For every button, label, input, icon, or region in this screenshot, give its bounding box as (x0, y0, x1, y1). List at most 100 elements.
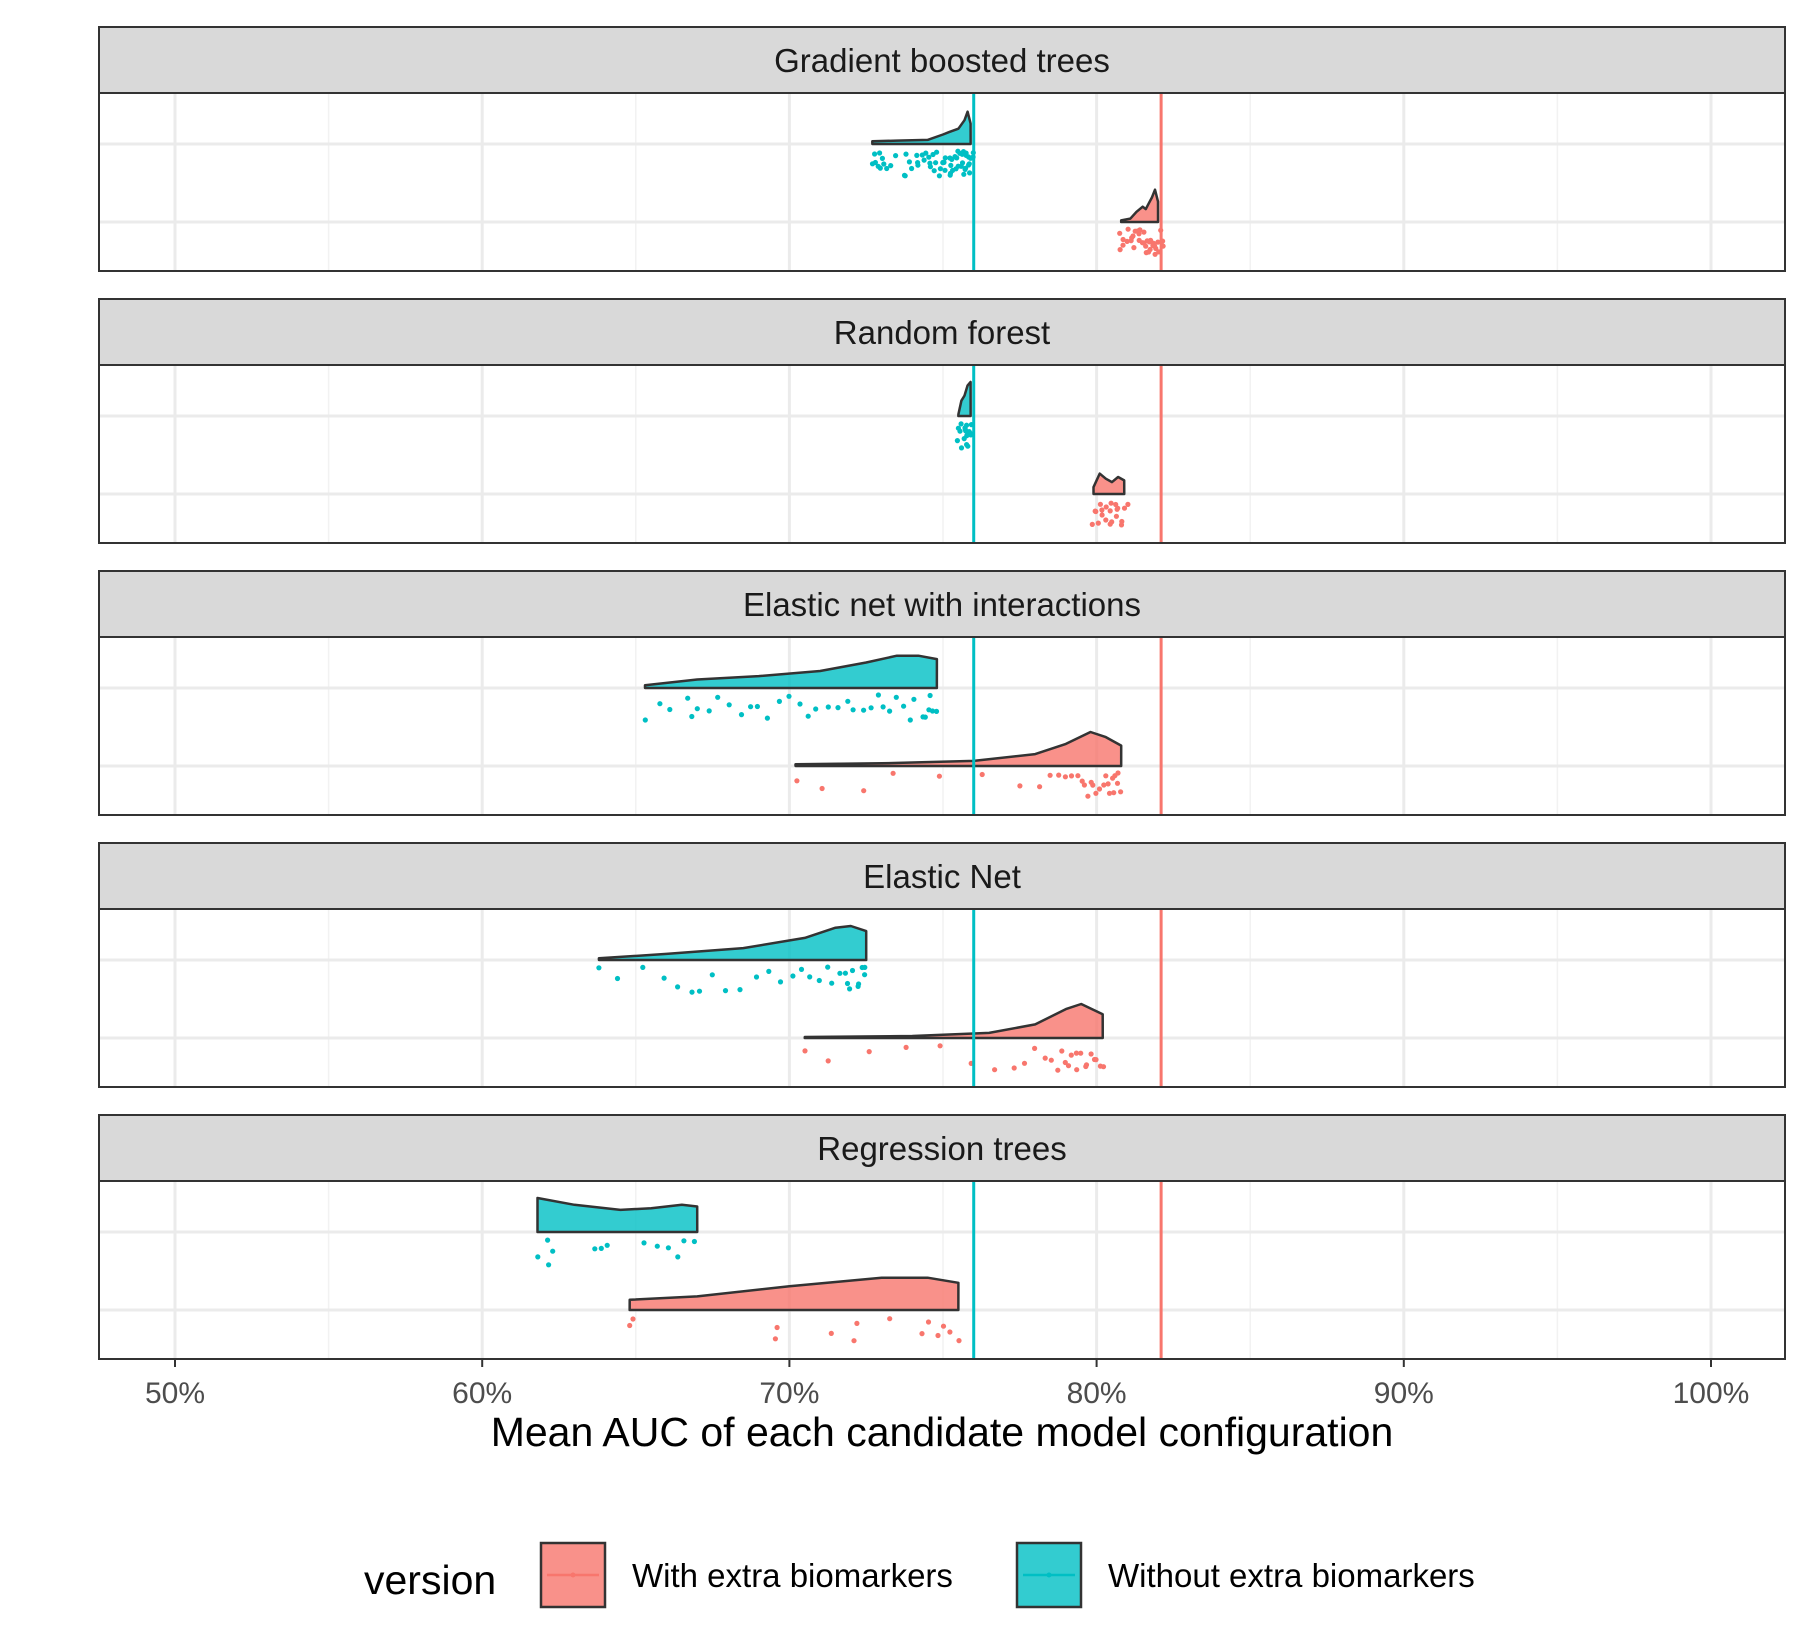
panel-border (98, 364, 1786, 544)
legend-key-point (1046, 1572, 1052, 1578)
data-point (715, 694, 721, 700)
density-shape (1119, 188, 1160, 224)
facet-strip-label: Elastic net with interactions (743, 586, 1141, 623)
data-point (1131, 245, 1137, 251)
data-point (706, 708, 712, 714)
data-point (657, 701, 663, 707)
data-point (794, 778, 800, 784)
data-point (1093, 790, 1099, 796)
data-point (1108, 500, 1114, 506)
data-point (966, 161, 972, 167)
data-point (934, 149, 940, 155)
data-point (694, 706, 700, 712)
data-point (825, 704, 831, 710)
data-point (546, 1262, 552, 1268)
density-shape (871, 110, 972, 146)
group-without-extra-biomarkers (535, 1196, 699, 1268)
data-point (942, 167, 948, 173)
data-point (961, 171, 967, 177)
data-point (948, 162, 954, 168)
data-point (921, 157, 927, 163)
data-point (1097, 501, 1103, 507)
data-point (819, 785, 825, 792)
data-point (872, 159, 879, 166)
data-point (887, 1316, 893, 1322)
data-point (1107, 508, 1113, 514)
data-point (956, 1338, 962, 1344)
data-point (696, 988, 703, 994)
data-point (933, 160, 939, 166)
legend-entries: With extra biomarkers Without extra bioma… (539, 1541, 1475, 1609)
legend-entry-with-extra-biomarkers: With extra biomarkers (539, 1541, 953, 1609)
data-point (954, 438, 961, 444)
data-point (927, 692, 933, 699)
data-point (813, 706, 819, 712)
data-point (1137, 227, 1143, 233)
data-point (738, 712, 745, 718)
data-point (1113, 513, 1119, 519)
data-point (957, 428, 963, 434)
data-point (1115, 770, 1121, 776)
data-point (901, 703, 907, 709)
data-point (614, 975, 621, 982)
data-point (880, 704, 886, 710)
density-shape (1092, 472, 1126, 496)
data-point (596, 965, 602, 971)
x-axis: 50% 60% 70% 80% 90% 100% (145, 1359, 1749, 1410)
data-point (550, 1248, 556, 1254)
data-point (884, 165, 890, 172)
data-point (1088, 1051, 1094, 1057)
data-point (919, 1331, 925, 1337)
facet-strip (98, 842, 1786, 910)
facet-strip (98, 26, 1786, 94)
data-point (847, 986, 853, 992)
data-point (805, 713, 811, 719)
facet-strip (98, 570, 1786, 638)
legend-key-point (570, 1572, 576, 1578)
data-point (992, 1067, 998, 1073)
data-point (1068, 773, 1075, 779)
data-point (1079, 778, 1085, 784)
data-point (726, 702, 732, 708)
group-with-extra-biomarkers (627, 1276, 962, 1344)
data-point (1118, 789, 1124, 795)
data-point (881, 161, 887, 167)
data-point (893, 153, 899, 159)
data-point (931, 168, 937, 174)
legend-label: Without extra biomarkers (1108, 1557, 1475, 1594)
group-with-extra-biomarkers (794, 730, 1124, 799)
data-point (1119, 518, 1125, 525)
data-point (654, 1243, 660, 1249)
x-tick-label: 70% (759, 1377, 819, 1410)
data-point (798, 966, 805, 973)
facet-panels: Gradient boosted trees Random forest Elast… (98, 26, 1786, 1360)
data-point (1101, 782, 1107, 788)
data-point (1093, 1057, 1099, 1063)
data-point (1083, 1062, 1090, 1068)
data-point (1062, 1059, 1068, 1066)
group-with-extra-biomarkers (1117, 188, 1166, 257)
data-point (627, 1322, 633, 1329)
data-point (954, 155, 960, 161)
data-point (816, 977, 822, 984)
data-point (604, 1242, 610, 1248)
data-point (1148, 237, 1154, 243)
group-without-extra-biomarkers (596, 924, 868, 995)
data-point (786, 693, 792, 699)
data-point (877, 150, 883, 156)
data-point (1099, 512, 1105, 518)
data-point (1114, 780, 1121, 786)
data-point (685, 695, 691, 701)
data-point (1143, 243, 1149, 249)
data-point (1147, 246, 1153, 253)
data-point (862, 972, 868, 978)
data-point (911, 696, 917, 702)
data-point (764, 715, 771, 721)
data-point (958, 163, 964, 169)
data-point (850, 707, 856, 713)
facet-strip (98, 298, 1786, 366)
data-point (1136, 231, 1142, 237)
data-point (923, 150, 929, 156)
panel-border (98, 1180, 1786, 1360)
data-point (1155, 239, 1161, 245)
